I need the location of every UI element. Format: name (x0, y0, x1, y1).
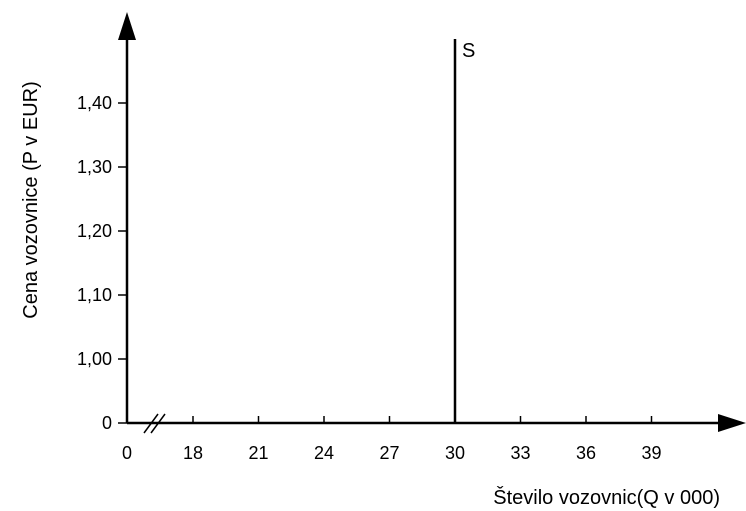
y-tick-label: 1,40 (77, 93, 112, 113)
x-axis-title: Število vozovnic(Q v 000) (493, 486, 720, 509)
x-tick-label: 27 (379, 443, 399, 463)
x-axis-arrow-icon (718, 414, 746, 432)
y-axis-arrow-icon (118, 12, 136, 40)
x-tick-label: 21 (248, 443, 268, 463)
x-tick-label: 24 (314, 443, 334, 463)
y-tick-label: 1,30 (77, 157, 112, 177)
y-axis-title: Cena vozovnice (P v EUR) (20, 81, 42, 319)
x-tick-label: 0 (122, 443, 132, 463)
y-axis-ticks: 0 1,00 1,10 1,20 1,30 1,40 (77, 93, 127, 433)
y-tick-label: 1,20 (77, 221, 112, 241)
y-tick-label: 0 (102, 413, 112, 433)
x-tick-label: 18 (183, 443, 203, 463)
y-tick-label: 1,00 (77, 349, 112, 369)
y-tick-label: 1,10 (77, 285, 112, 305)
supply-curve-label: S (462, 40, 475, 62)
x-tick-label: 33 (510, 443, 530, 463)
x-tick-label: 39 (641, 443, 661, 463)
x-tick-label: 30 (445, 443, 465, 463)
x-tick-label: 36 (576, 443, 596, 463)
series-layer: S (455, 39, 475, 423)
